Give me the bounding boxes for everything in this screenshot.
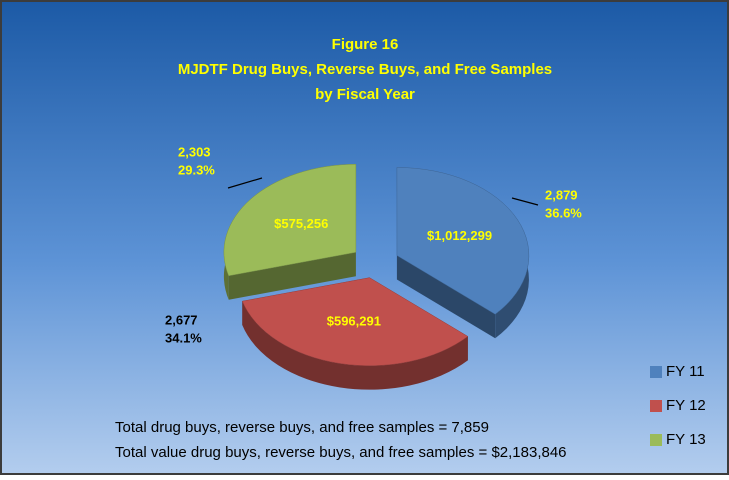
slice (223, 164, 357, 277)
chart-subtitle: by Fiscal Year (315, 86, 415, 103)
amount-label: $596,291 (327, 314, 381, 329)
note: Total drug buys, reverse buys, and free … (115, 419, 489, 436)
value-label: 2,677 (165, 312, 198, 327)
percentage-label: 34.1% (165, 330, 202, 345)
chart-subtitle: MJDTF Drug Buys, Reverse Buys, and Free … (178, 61, 552, 78)
legend-swatch (650, 366, 662, 378)
amount-label: $575,256 (274, 216, 328, 231)
slice-side (228, 252, 356, 300)
value-label: 2,303 (178, 144, 211, 159)
leader-line (227, 177, 263, 189)
amount-label: $1,012,299 (427, 228, 492, 243)
slice (241, 277, 469, 366)
value-label: 2,879 (545, 187, 578, 202)
chart-title: Figure 16 (332, 36, 399, 53)
note: Total value drug buys, reverse buys, and… (115, 444, 567, 461)
legend-label: FY 13 (666, 431, 706, 448)
legend-swatch (650, 434, 662, 446)
percentage-label: 36.6% (545, 205, 582, 220)
legend-label: FY 11 (666, 363, 705, 380)
slice-side (396, 255, 496, 339)
legend-swatch (650, 400, 662, 412)
legend-label: FY 12 (666, 397, 706, 414)
slice-rim (242, 301, 468, 390)
percentage-label: 29.3% (178, 162, 215, 177)
leader-line (511, 197, 539, 206)
slice (396, 167, 530, 315)
